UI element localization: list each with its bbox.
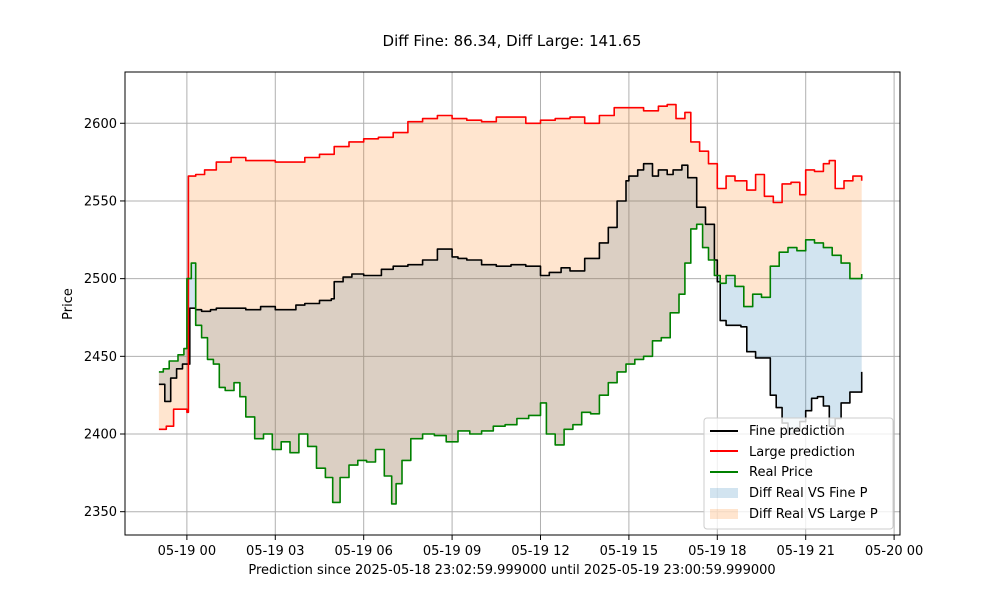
legend-label-fine: Fine prediction [749,424,845,439]
legend-label-real: Real Price [749,465,813,480]
x-tick-label: 05-19 03 [246,544,304,559]
x-tick-label: 05-19 09 [423,544,481,559]
y-tick-label: 2550 [84,194,117,209]
legend-label-large: Large prediction [749,445,855,460]
fill-area-large [158,104,862,504]
y-tick-label: 2350 [84,505,117,520]
x-tick-label: 05-19 06 [334,544,392,559]
chart-title: Diff Fine: 86.34, Diff Large: 141.65 [383,32,642,50]
legend-box [703,417,894,530]
x-tick-label: 05-19 15 [600,544,658,559]
series-line-real [158,223,863,505]
y-tick-label: 2500 [84,272,117,287]
x-tick-label: 05-19 18 [688,544,746,559]
y-axis-label: Price [61,288,76,320]
x-axis-ticks: 05-19 00 05-19 03 05-19 06 05-19 09 05-19 12… [158,535,923,559]
x-tick-label: 05-19 00 [158,544,216,559]
x-axis-label: Prediction since 2025-05-18 23:02:59.999… [248,563,775,578]
y-tick-label: 2450 [84,350,117,365]
fill-area-fine [158,163,862,504]
legend: Fine prediction Large prediction Real Pr… [703,417,894,530]
series-line-large [158,103,863,431]
y-axis-ticks: 2350 2400 2450 2500 2550 2600 [84,117,125,520]
legend-label-fill-fine: Diff Real VS Fine P [749,486,868,501]
legend-label-fill-large: Diff Real VS Large P [749,507,878,522]
y-tick-label: 2600 [84,117,117,132]
series-lines [158,103,863,505]
legend-swatch-fill-fine [710,488,738,498]
y-tick-label: 2400 [84,428,117,443]
x-tick-label: 05-19 21 [776,544,834,559]
x-tick-label: 05-20 00 [865,544,923,559]
x-tick-label: 05-19 12 [511,544,569,559]
series-line-fine [158,162,863,435]
legend-swatch-fill-large [710,509,738,519]
fill-areas [158,104,862,504]
plot-area-frame [124,71,901,536]
